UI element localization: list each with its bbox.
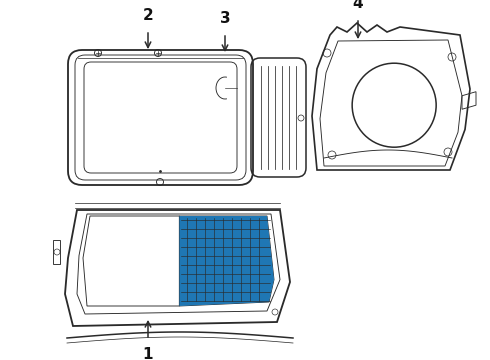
Text: 1: 1 (143, 347, 153, 360)
Text: 2: 2 (143, 8, 153, 23)
Text: 4: 4 (353, 0, 363, 11)
Text: 3: 3 (220, 11, 230, 26)
Polygon shape (179, 216, 274, 306)
